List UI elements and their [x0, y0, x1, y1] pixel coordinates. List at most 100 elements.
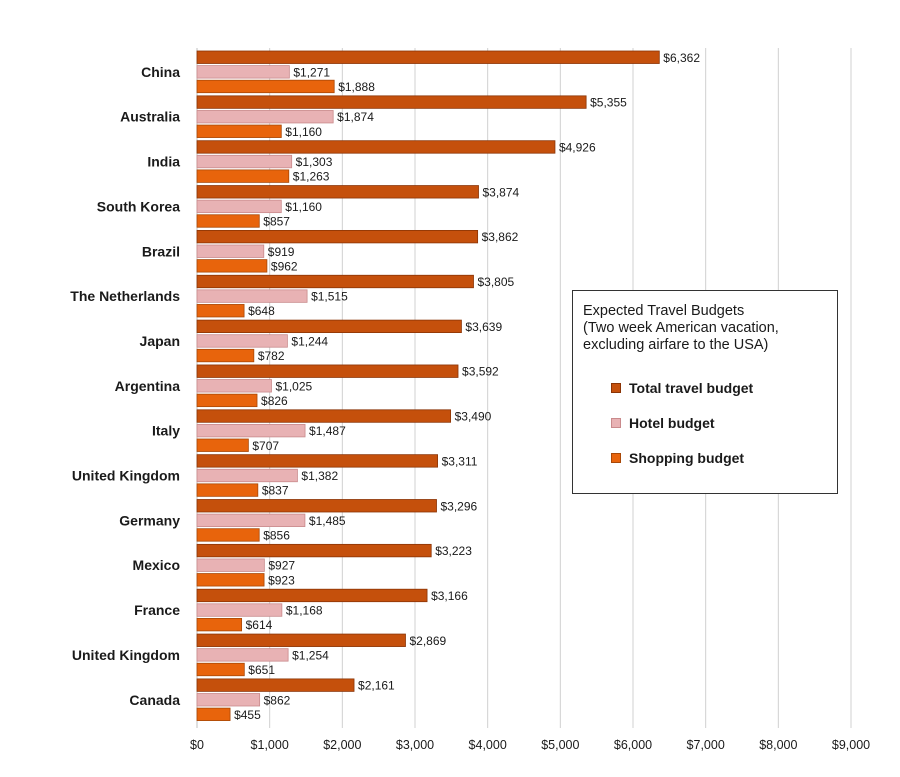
legend-title: Expected Travel Budgets (Two week Americ…	[583, 303, 827, 354]
data-label: $1,382	[301, 469, 338, 483]
data-label: $856	[263, 528, 290, 542]
bar	[196, 95, 587, 109]
bar	[196, 348, 255, 363]
bar	[196, 140, 556, 154]
legend-title-line: excluding airfare to the USA)	[583, 337, 769, 353]
bar	[196, 110, 334, 124]
category-label: South Korea	[97, 198, 180, 214]
bar	[196, 50, 660, 64]
bar	[196, 483, 259, 497]
legend-title-line: (Two week American vacation,	[583, 320, 779, 336]
data-label: $962	[271, 259, 298, 273]
bar	[196, 454, 438, 468]
bar	[196, 543, 432, 558]
data-label: $1,874	[337, 110, 374, 124]
bar	[196, 319, 462, 334]
x-tick-label: $5,000	[541, 738, 579, 752]
x-tick-label: $3,000	[396, 738, 434, 752]
bar	[196, 379, 272, 393]
data-label: $3,805	[477, 275, 514, 289]
bar	[196, 693, 261, 707]
bar	[196, 185, 479, 199]
bar	[196, 259, 268, 273]
data-label: $648	[248, 304, 275, 318]
bar	[196, 289, 308, 303]
bar	[196, 603, 283, 617]
legend-label-hotel: Hotel budget	[629, 414, 715, 431]
data-label: $857	[263, 215, 290, 229]
legend-swatch-total	[611, 382, 621, 393]
data-label: $2,869	[409, 634, 446, 648]
data-label: $826	[261, 394, 288, 408]
data-label: $1,271	[293, 65, 330, 79]
data-label: $1,515	[311, 290, 348, 304]
category-label: France	[134, 602, 180, 618]
category-label: Australia	[120, 109, 180, 125]
bar	[196, 214, 260, 228]
category-label: Argentina	[115, 378, 181, 394]
category-label: Brazil	[142, 243, 180, 259]
data-label: $3,490	[455, 410, 492, 424]
data-label: $6,362	[663, 51, 700, 65]
data-label: $1,244	[291, 334, 328, 348]
bar	[196, 274, 474, 289]
data-label: $1,168	[286, 604, 323, 618]
bar	[196, 65, 290, 79]
x-tick-label: $9,000	[832, 738, 870, 752]
category-label: United Kingdom	[72, 647, 180, 663]
category-label: United Kingdom	[72, 468, 180, 484]
bar	[196, 513, 306, 527]
category-label: China	[141, 64, 180, 80]
data-label: $3,296	[441, 499, 478, 513]
category-label: Canada	[129, 692, 180, 708]
x-tick-label: $0	[190, 738, 204, 752]
data-label: $3,862	[482, 230, 519, 244]
bar	[196, 154, 293, 169]
data-label: $614	[246, 618, 273, 632]
data-label: $1,254	[292, 648, 329, 662]
data-label: $707	[252, 439, 279, 453]
legend-label-total: Total travel budget	[629, 379, 754, 396]
bars	[196, 50, 660, 721]
bar	[196, 304, 245, 318]
bar	[196, 79, 335, 94]
legend-swatch-hotel	[611, 417, 621, 428]
data-label: $782	[258, 349, 285, 363]
bar	[196, 169, 290, 183]
x-axis-ticks: $0 $1,000 $2,000 $3,000 $4,000 $5,000 $6,000 $7…	[190, 738, 870, 752]
data-label: $923	[268, 573, 295, 587]
data-label: $1,025	[275, 379, 312, 393]
bar	[196, 528, 260, 542]
data-label: $5,355	[590, 96, 627, 110]
bar	[196, 648, 289, 662]
category-label: Mexico	[133, 557, 180, 573]
bar	[196, 423, 306, 438]
category-label: The Netherlands	[70, 288, 180, 304]
bar	[196, 124, 282, 138]
bar	[196, 438, 249, 452]
data-label: $1,485	[309, 514, 346, 528]
legend: Expected Travel Budgets (Two week Americ…	[572, 290, 838, 494]
bar	[196, 618, 243, 632]
category-label: India	[147, 154, 180, 170]
data-label: $1,487	[309, 424, 346, 438]
data-label: $1,160	[285, 125, 322, 139]
bar	[196, 199, 282, 214]
bar	[196, 468, 298, 483]
data-label: $1,888	[338, 80, 375, 94]
data-label: $837	[262, 484, 289, 498]
category-label: Japan	[140, 333, 180, 349]
bar	[196, 707, 231, 721]
bar	[196, 633, 406, 647]
data-label: $927	[268, 559, 295, 573]
category-labels: China Australia India South Korea Brazil The …	[70, 64, 180, 708]
data-label: $1,303	[296, 155, 333, 169]
legend-item-total: Total travel budget	[611, 370, 827, 405]
data-label: $455	[234, 708, 261, 722]
bar	[196, 229, 479, 244]
x-tick-label: $4,000	[469, 738, 507, 752]
bar	[196, 409, 452, 423]
data-label: $3,166	[431, 589, 468, 603]
data-label: $3,223	[435, 544, 472, 558]
